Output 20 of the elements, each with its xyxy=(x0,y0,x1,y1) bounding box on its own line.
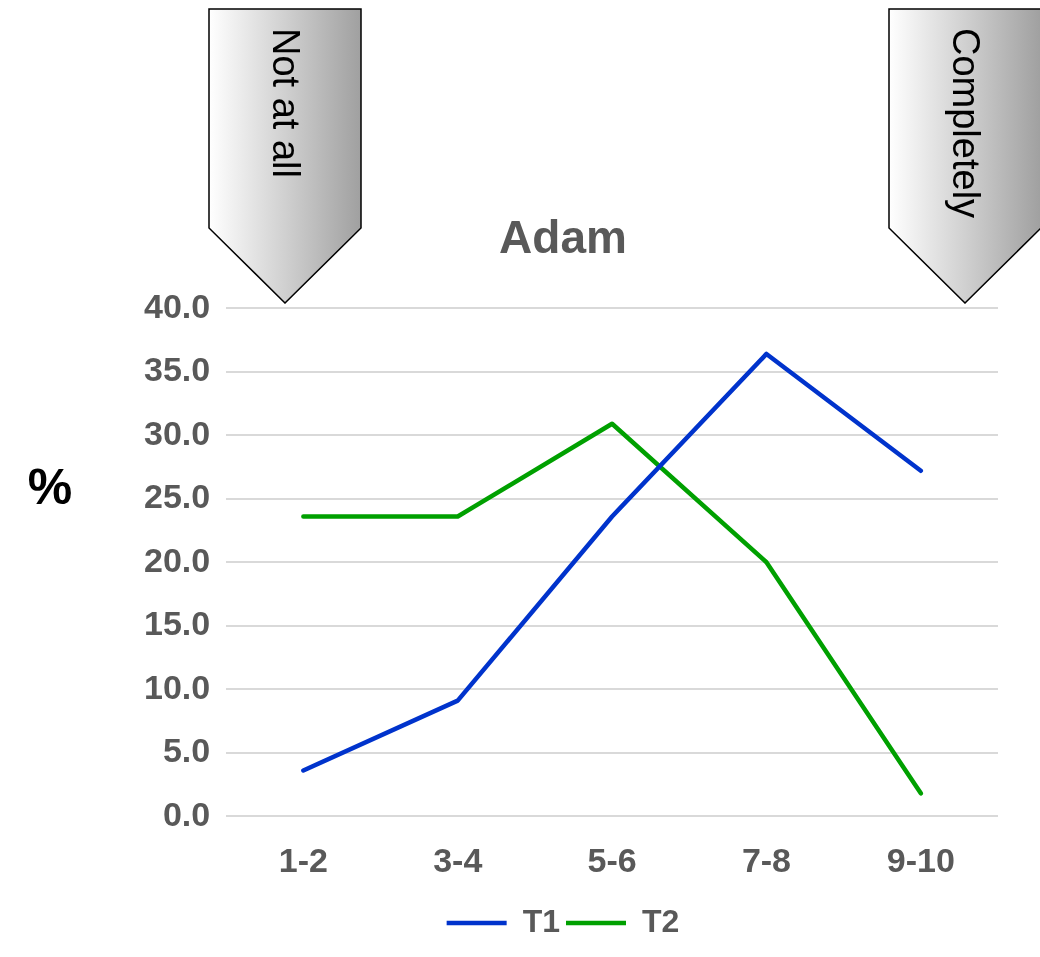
y-tick-label: 0.0 xyxy=(162,794,211,833)
y-tick-label: 5.0 xyxy=(162,731,211,770)
y-tick-label: 25.0 xyxy=(143,477,211,516)
x-tick-label: 7-8 xyxy=(741,840,792,879)
x-tick-label: 5-6 xyxy=(587,840,637,879)
y-tick-label: 15.0 xyxy=(143,604,211,643)
y-tick-label: 10.0 xyxy=(143,667,211,706)
y-axis-title: % xyxy=(27,458,73,515)
chart-title: Adam xyxy=(499,211,627,264)
text: Not at all xyxy=(264,28,307,178)
y-tick-label: 35.0 xyxy=(143,350,211,389)
x-tick-label: 3-4 xyxy=(433,840,483,879)
y-tick-label: 20.0 xyxy=(143,540,211,579)
x-tick-label: 9-10 xyxy=(886,840,955,879)
x-tick-label: 1-2 xyxy=(278,840,328,879)
legend-label: T2 xyxy=(642,902,680,939)
y-tick-label: 30.0 xyxy=(143,413,211,452)
legend-label: T1 xyxy=(522,902,560,939)
text: Completely xyxy=(944,28,987,219)
y-tick-label: 40.0 xyxy=(143,286,211,325)
